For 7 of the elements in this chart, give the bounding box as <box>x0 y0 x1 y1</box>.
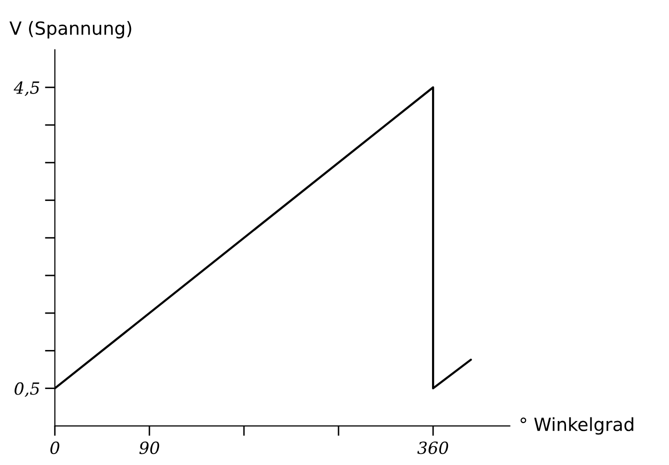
x-tick-label: 90 <box>139 442 160 454</box>
x-tick-label: 360 <box>417 442 448 454</box>
y-tick-label: 4,5 <box>14 81 40 96</box>
y-axis-title: V (Spannung) <box>10 21 132 38</box>
x-axis-title: ° Winkelgrad <box>520 417 634 435</box>
y-tick-label: 0,5 <box>14 382 40 397</box>
x-tick-label: 0 <box>50 442 60 454</box>
